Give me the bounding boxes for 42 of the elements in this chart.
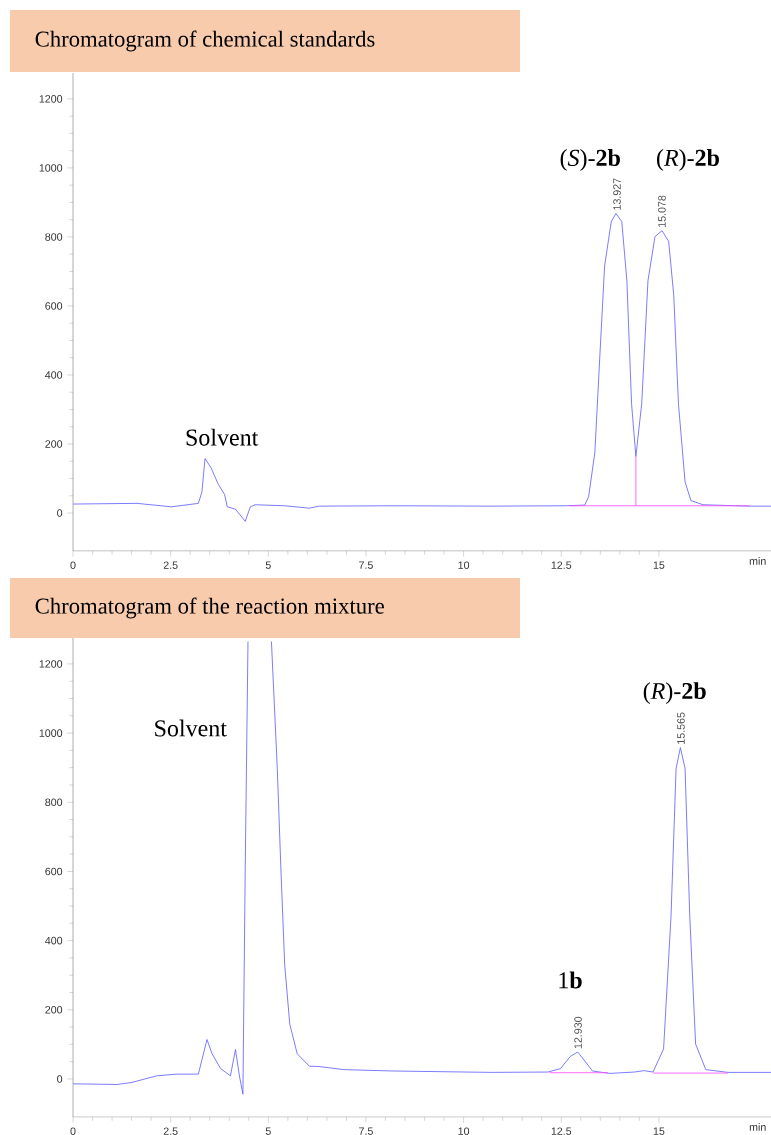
x-tick-label: 12.5: [551, 561, 572, 569]
annotation: Solvent: [186, 428, 259, 446]
y-tick-label: 0: [57, 509, 63, 517]
y-tick-label: 800: [45, 233, 63, 241]
y-tick-label: 800: [45, 798, 63, 807]
annotation: 12.930: [574, 1016, 582, 1049]
y-tick-label: 0: [57, 1075, 63, 1083]
x-tick-label: 7.5: [359, 1127, 373, 1135]
x-tick-label: 5: [265, 561, 271, 569]
y-tick-label: 200: [45, 1006, 63, 1014]
x-tick-label: 15: [653, 1127, 665, 1135]
x-tick-label: 12.5: [551, 1127, 572, 1135]
annotation: Solvent: [155, 719, 227, 737]
x-tick-label: 10: [458, 1127, 470, 1135]
y-tick-label: 1200: [39, 95, 63, 103]
y-tick-label: 1000: [39, 729, 63, 737]
x-tick-label: 10: [458, 561, 470, 569]
annotation: 13.927: [613, 178, 621, 210]
y-tick-label: 600: [45, 867, 63, 876]
y-tick-label: 1200: [39, 660, 63, 668]
annotation: 15.565: [677, 712, 685, 744]
chart-title: Chromatogram of chemical standards: [35, 30, 375, 52]
x-tick-label: 2.5: [163, 561, 178, 569]
annotation: (S)-2b: [560, 149, 620, 171]
x-tick-label: 0: [70, 1127, 76, 1135]
annotation: 1b: [559, 971, 582, 989]
y-tick-label: 600: [45, 302, 63, 310]
y-tick-label: 200: [45, 440, 63, 448]
x-axis-title: min: [749, 1123, 766, 1131]
x-tick-label: 5: [265, 1127, 271, 1135]
x-tick-label: 2.5: [163, 1127, 178, 1135]
annotation: (R)-2b: [643, 682, 706, 704]
x-tick-label: 15: [653, 561, 665, 569]
y-tick-label: 1000: [39, 164, 63, 172]
x-tick-label: 0: [70, 561, 76, 569]
y-tick-label: 400: [45, 371, 63, 379]
y-tick-label: 400: [45, 936, 63, 945]
annotation: 15.078: [658, 195, 666, 227]
annotation: (R)-2b: [657, 149, 719, 171]
x-tick-label: 7.5: [359, 561, 373, 569]
chart-title: Chromatogram of the reaction mixture: [35, 597, 384, 619]
x-axis-title: min: [749, 557, 766, 565]
